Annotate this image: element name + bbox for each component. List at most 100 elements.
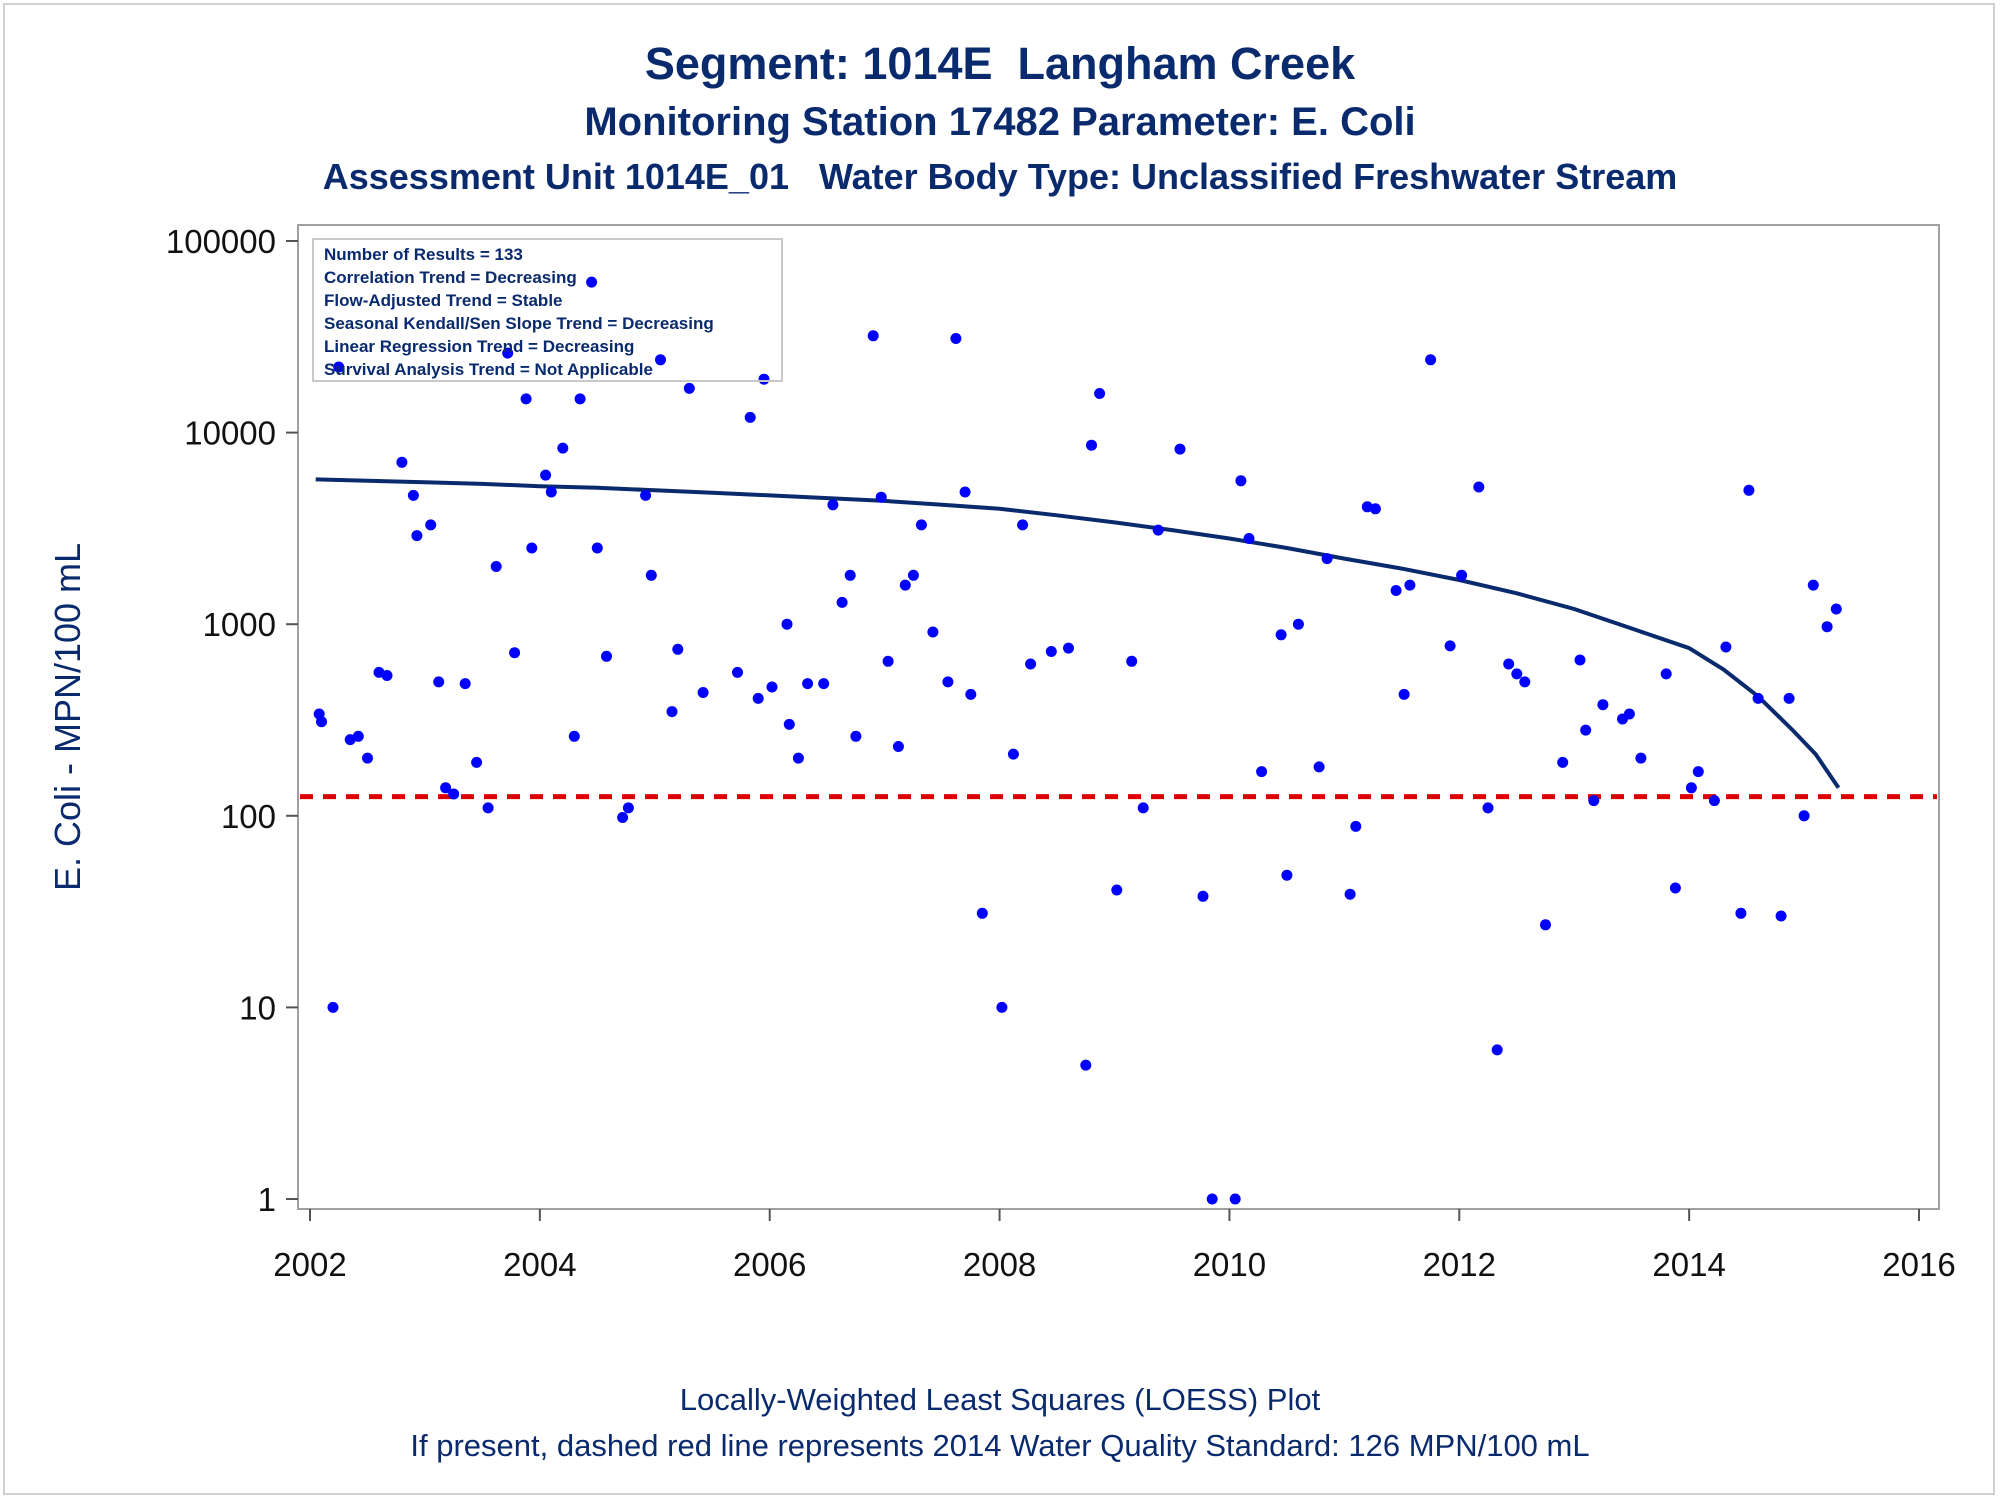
data-point [1425, 354, 1437, 366]
data-point [459, 678, 471, 690]
data-point [1369, 503, 1381, 515]
data-point [617, 812, 629, 823]
data-point [892, 741, 904, 752]
data-point [1137, 802, 1149, 814]
data-point [574, 393, 586, 405]
data-point [1094, 388, 1106, 399]
data-point [640, 489, 652, 501]
data-point [1511, 668, 1523, 680]
x-tick-label-2004: 2004 [503, 1246, 576, 1283]
x-tick-label-2012: 2012 [1423, 1246, 1496, 1283]
data-point [1281, 869, 1293, 881]
data-point [1798, 810, 1810, 822]
inset-line-results: Number of Results = 133 [324, 245, 523, 264]
data-point [471, 756, 483, 768]
data-point [752, 692, 764, 704]
data-point [1398, 688, 1410, 700]
data-point [557, 442, 569, 454]
y-axis: 1 10 100 1000 10000 100000 [166, 223, 298, 1218]
data-point [645, 569, 657, 581]
data-point [915, 519, 927, 531]
data-point [526, 542, 538, 554]
data-point [1152, 524, 1164, 536]
footnote-standard: If present, dashed red line represents 2… [410, 1428, 1590, 1463]
data-point [540, 469, 552, 481]
data-point [1503, 658, 1515, 670]
data-point [1390, 585, 1402, 596]
data-point [697, 687, 709, 698]
data-point [666, 706, 678, 718]
data-point [1743, 484, 1755, 496]
data-point [1540, 919, 1551, 931]
data-point [836, 596, 848, 608]
data-point [1491, 1044, 1503, 1056]
chart-subtitle-station: Monitoring Station 17482 Parameter: E. C… [584, 100, 1416, 144]
data-point [1708, 795, 1720, 807]
data-point [568, 730, 580, 742]
data-point [1752, 692, 1764, 704]
data-point [396, 456, 408, 468]
inset-line-seasonal-kendall: Seasonal Kendall/Sen Slope Trend = Decre… [324, 314, 714, 333]
data-point [1456, 569, 1468, 581]
data-point [1735, 907, 1747, 919]
x-tick-label-2010: 2010 [1193, 1246, 1266, 1283]
y-tick-label-100: 100 [221, 798, 276, 835]
data-point [1197, 890, 1209, 902]
y-tick-label-1000: 1000 [203, 606, 276, 643]
data-point [1807, 579, 1819, 591]
x-tick-label-2006: 2006 [733, 1246, 806, 1283]
data-point [744, 411, 756, 423]
data-point [1063, 642, 1074, 654]
data-point [1580, 724, 1592, 736]
data-point [440, 782, 452, 794]
data-point [1045, 646, 1057, 657]
data-point [1243, 533, 1255, 544]
data-point [1344, 888, 1356, 900]
data-point [520, 393, 532, 405]
footnote-method: Locally-Weighted Least Squares (LOESS) P… [679, 1382, 1321, 1417]
data-point [1080, 1059, 1092, 1071]
data-point [942, 676, 954, 688]
data-point [672, 643, 684, 655]
data-point [1519, 676, 1531, 688]
data-point [591, 542, 603, 554]
data-point [766, 681, 778, 693]
data-point [1783, 692, 1795, 704]
inset-line-flow-adjusted: Flow-Adjusted Trend = Stable [324, 291, 563, 310]
data-point [1623, 708, 1635, 720]
data-point [1720, 641, 1732, 653]
data-point [1685, 782, 1697, 794]
data-point [959, 486, 971, 498]
data-point [1821, 621, 1833, 633]
data-point [622, 802, 634, 814]
data-point [502, 347, 514, 359]
stats-inset-box: Number of Results = 133 Correlation Tren… [312, 238, 783, 382]
data-point [1111, 884, 1123, 896]
data-point [683, 382, 695, 394]
data-point [1404, 579, 1416, 591]
data-point [965, 688, 977, 700]
data-point [1692, 766, 1704, 778]
data-point [1256, 766, 1268, 778]
data-point [1574, 654, 1586, 666]
inset-line-correlation: Correlation Trend = Decreasing [324, 268, 577, 287]
data-point [1206, 1193, 1218, 1205]
data-point [792, 752, 804, 764]
data-point [1174, 443, 1186, 455]
x-axis: 2002 2004 2006 2008 2010 2012 2014 2016 [273, 1209, 1956, 1283]
data-point [411, 530, 423, 542]
data-point [482, 802, 494, 814]
loess-curve [315, 477, 1841, 789]
data-point [850, 730, 862, 742]
data-point [1275, 629, 1287, 641]
data-point [1229, 1193, 1241, 1205]
data-point [818, 678, 830, 690]
data-point [601, 650, 612, 662]
chart-subtitle-assessment: Assessment Unit 1014E_01 Water Body Type… [322, 156, 1678, 197]
data-point [1588, 795, 1600, 807]
data-point [1597, 699, 1609, 711]
data-point [433, 676, 445, 688]
data-point [586, 276, 598, 288]
data-point [827, 499, 839, 511]
y-tick-label-1: 1 [258, 1181, 276, 1218]
